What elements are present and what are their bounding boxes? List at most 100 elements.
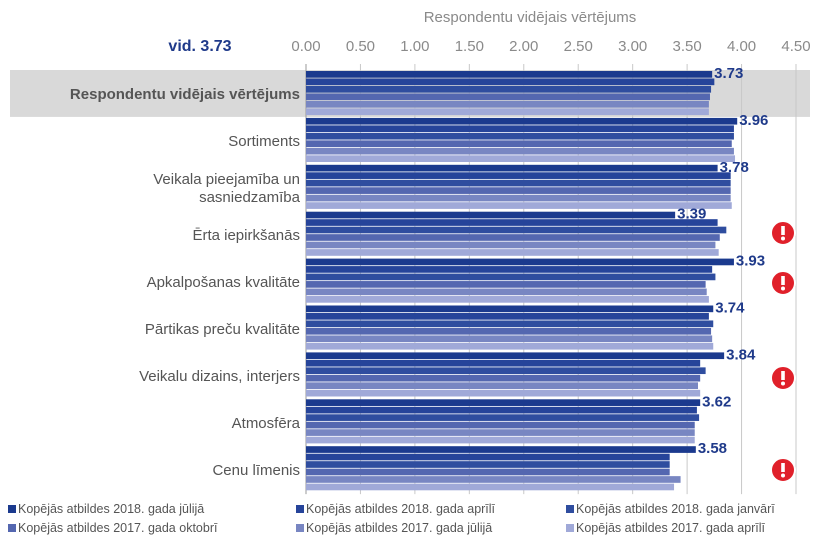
bar bbox=[306, 93, 710, 101]
bar bbox=[306, 320, 714, 328]
bar bbox=[306, 202, 732, 209]
legend-swatch bbox=[296, 524, 304, 532]
data-label: 3.96 bbox=[739, 112, 768, 129]
warning-icon bbox=[770, 220, 796, 246]
legend-label: Kopējās atbildes 2017. gada jūlijā bbox=[306, 521, 493, 535]
legend-label: Kopējās atbildes 2018. gada janvārī bbox=[576, 502, 775, 516]
bar bbox=[306, 194, 731, 202]
bar bbox=[306, 187, 731, 194]
legend-entry: Kopējās atbildes 2017. gada jūlijā bbox=[296, 521, 492, 535]
legend-entry: Kopējās atbildes 2017. gada oktobrī bbox=[8, 521, 217, 535]
x-tick-label: 1.00 bbox=[400, 38, 429, 55]
bar bbox=[306, 453, 670, 461]
bar bbox=[306, 352, 725, 360]
bar bbox=[306, 359, 701, 367]
bar bbox=[306, 85, 712, 93]
data-label: 3.74 bbox=[715, 299, 745, 316]
bar bbox=[306, 78, 715, 86]
warning-icon bbox=[770, 457, 796, 483]
bar bbox=[306, 421, 695, 429]
bar bbox=[306, 406, 697, 414]
x-tick-label: 0.00 bbox=[291, 38, 320, 55]
bar bbox=[306, 132, 734, 140]
legend-swatch bbox=[566, 524, 574, 532]
bar bbox=[306, 211, 676, 219]
data-label: 3.84 bbox=[726, 346, 756, 363]
legend-entry: Kopējās atbildes 2018. gada aprīlī bbox=[296, 502, 495, 516]
legend-swatch bbox=[8, 524, 16, 532]
legend-entry: Kopējās atbildes 2018. gada jūlijā bbox=[8, 502, 204, 516]
bar bbox=[306, 288, 707, 296]
data-label: 3.62 bbox=[702, 393, 731, 410]
bar bbox=[306, 327, 712, 335]
x-tick-label: 4.50 bbox=[781, 38, 810, 55]
bar bbox=[306, 312, 709, 320]
bar bbox=[306, 281, 706, 288]
warning-icon bbox=[770, 270, 796, 296]
bar bbox=[306, 414, 700, 421]
bar bbox=[306, 71, 713, 78]
bar bbox=[306, 108, 709, 116]
bar bbox=[306, 172, 731, 179]
category-label: Cenu līmenis bbox=[212, 461, 300, 479]
bar bbox=[306, 468, 670, 476]
category-label: Atmosfēra bbox=[231, 414, 300, 432]
bar bbox=[306, 429, 695, 436]
bar bbox=[306, 296, 709, 303]
bar bbox=[306, 164, 718, 172]
bar bbox=[306, 335, 713, 343]
legend-swatch bbox=[8, 505, 16, 513]
bar bbox=[306, 226, 727, 234]
bar bbox=[306, 179, 731, 187]
data-label: 3.93 bbox=[736, 253, 765, 270]
legend-label: Kopējās atbildes 2017. gada aprīlī bbox=[576, 521, 766, 535]
bar bbox=[306, 461, 670, 468]
data-label: 3.58 bbox=[698, 440, 727, 457]
x-tick-label: 0.50 bbox=[346, 38, 375, 55]
bar bbox=[306, 125, 734, 133]
bar bbox=[306, 249, 719, 256]
legend-label: Kopējās atbildes 2018. gada jūlijā bbox=[18, 502, 205, 516]
x-tick-label: 3.50 bbox=[673, 38, 702, 55]
bar bbox=[306, 305, 714, 313]
legend-entry: Kopējās atbildes 2017. gada aprīlī bbox=[566, 521, 765, 535]
category-label: Veikalu dizains, interjers bbox=[139, 367, 300, 385]
legend-swatch bbox=[566, 505, 574, 513]
bar bbox=[306, 476, 681, 483]
bar bbox=[306, 342, 714, 350]
bar bbox=[306, 155, 736, 162]
x-tick-label: 2.00 bbox=[509, 38, 538, 55]
bar bbox=[306, 147, 734, 155]
bar bbox=[306, 100, 709, 108]
category-label: Sortiments bbox=[228, 133, 300, 151]
bar bbox=[306, 219, 718, 226]
bar bbox=[306, 241, 716, 249]
x-tick-label: 2.50 bbox=[564, 38, 593, 55]
x-tick-label: 4.00 bbox=[727, 38, 756, 55]
annotation: vid. 3.73 bbox=[168, 38, 231, 55]
bar bbox=[306, 483, 675, 491]
bar bbox=[306, 436, 695, 444]
bar bbox=[306, 389, 701, 397]
bar bbox=[306, 117, 738, 125]
category-label: Veikala pieejamība un sasniedzamība bbox=[153, 171, 300, 207]
data-label: 3.78 bbox=[720, 159, 749, 176]
category-label: Ērta iepirkšanās bbox=[192, 227, 300, 245]
legend-swatch bbox=[296, 505, 304, 513]
axis-title: Respondentu vidējais vērtējums bbox=[424, 9, 637, 26]
bar bbox=[306, 367, 706, 375]
bar bbox=[306, 258, 734, 266]
bar bbox=[306, 399, 701, 406]
warning-icon bbox=[770, 365, 796, 391]
data-label: 3.73 bbox=[714, 65, 743, 82]
bar bbox=[306, 374, 701, 382]
bar bbox=[306, 382, 698, 390]
data-label: 3.39 bbox=[677, 206, 706, 223]
bar bbox=[306, 266, 713, 273]
category-label: Apkalpošanas kvalitāte bbox=[146, 274, 300, 292]
x-tick-label: 1.50 bbox=[455, 38, 484, 55]
legend-entry: Kopējās atbildes 2018. gada janvārī bbox=[566, 502, 775, 516]
legend-label: Kopējās atbildes 2017. gada oktobrī bbox=[18, 521, 218, 535]
